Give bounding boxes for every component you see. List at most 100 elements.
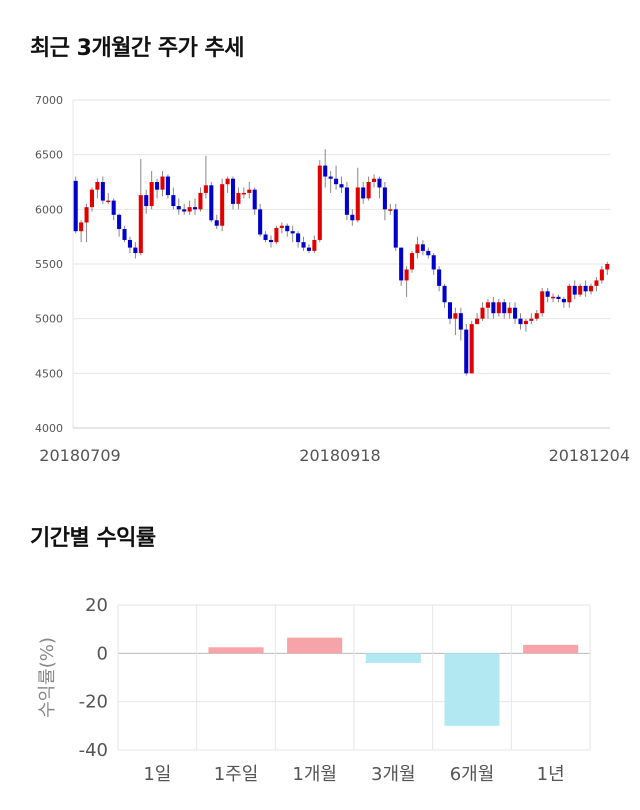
candle-body	[469, 324, 474, 374]
candle-body	[366, 182, 371, 199]
candle-body	[328, 176, 333, 179]
candle-body	[355, 187, 360, 221]
x-tick-label: 1주일	[214, 764, 259, 785]
candle-body	[480, 307, 485, 319]
stock-trend-title: 최근 3개월간 주가 추세	[30, 36, 244, 61]
candle-body	[247, 189, 252, 193]
candle-body	[182, 209, 187, 212]
candle-body	[556, 296, 561, 299]
candle-body	[507, 307, 512, 314]
x-tick-label: 3개월	[371, 764, 416, 785]
candle-body	[193, 207, 198, 210]
candle-body	[138, 195, 143, 254]
candle-body	[127, 239, 132, 248]
return-bar	[523, 644, 579, 654]
candle-body	[361, 187, 366, 199]
candle-body	[599, 269, 604, 281]
x-tick-label: 1년	[537, 764, 565, 785]
y-axis-label: 수익률(%)	[37, 637, 58, 718]
candle-body	[312, 239, 317, 251]
candle-body	[84, 207, 89, 223]
return-bar	[444, 653, 500, 726]
candle-body	[588, 285, 594, 292]
candle-body	[372, 178, 377, 182]
candle-body	[122, 229, 127, 240]
candle-body	[464, 329, 469, 374]
candle-body	[89, 189, 95, 208]
candle-body	[117, 214, 122, 230]
candle-body	[236, 192, 241, 204]
returns-bar-chart: -40 -20 0 20 수익률(%) 1일 1주일 1개월 3개월 6개월 1년	[37, 595, 591, 785]
candle-body	[578, 285, 583, 295]
candle-body	[540, 291, 545, 314]
candle-body	[545, 291, 550, 297]
candle-body	[258, 209, 263, 235]
period-returns-title: 기간별 수익률	[30, 526, 156, 551]
candle-body	[230, 178, 236, 204]
x-tick-label: 6개월	[450, 764, 495, 785]
candle-body	[475, 318, 480, 325]
candle-body	[241, 192, 246, 195]
candle-body	[513, 307, 518, 319]
candle-body	[160, 176, 165, 190]
candle-body	[388, 209, 393, 211]
x-tick-label: 1개월	[292, 764, 337, 785]
candle-body	[111, 200, 116, 215]
candle-body	[268, 239, 274, 243]
candle-body	[453, 313, 458, 319]
y-tick-label: 5500	[35, 258, 63, 271]
candle-body	[431, 255, 436, 270]
candle-body	[399, 247, 404, 281]
candle-body	[165, 176, 170, 196]
candlestick-chart: 4000 4500 5000 5500 6000 6500 7000 20180709 2018…	[35, 94, 630, 465]
y-tick-label: 0	[97, 643, 108, 664]
y-tick-label: 7000	[35, 94, 63, 107]
candle-body	[458, 313, 463, 330]
y-tick-label: -40	[79, 740, 108, 761]
y-tick-label: 6500	[35, 149, 63, 162]
candle-body	[220, 184, 225, 226]
candle-body	[133, 247, 138, 254]
candle-body	[176, 206, 181, 210]
candle-body	[73, 180, 78, 232]
candle-body	[393, 209, 398, 248]
candle-body	[485, 302, 490, 308]
candle-body	[79, 222, 84, 232]
candle-body	[155, 182, 160, 190]
y-tick-label: 4000	[35, 422, 63, 435]
candle-body	[404, 269, 409, 281]
candle-body	[518, 318, 523, 325]
candle-body	[296, 233, 301, 243]
candle-body	[344, 187, 349, 215]
candle-body	[415, 244, 420, 254]
candle-body	[350, 214, 355, 221]
return-bar	[208, 647, 264, 654]
candle-body	[323, 165, 328, 177]
candle-body	[594, 280, 599, 286]
candle-body	[144, 195, 149, 207]
y-tick-label: 20	[85, 595, 108, 616]
candle-body	[442, 285, 447, 303]
candle-body	[252, 189, 257, 210]
x-tick-label: 20181204	[549, 446, 630, 465]
y-tick-label: 4500	[35, 367, 63, 380]
candle-body	[377, 178, 382, 188]
candle-body	[583, 285, 588, 292]
candle-body	[534, 313, 539, 319]
candle-body	[225, 178, 230, 185]
candle-body	[551, 296, 556, 299]
candle-body	[263, 234, 268, 240]
candle-body	[334, 178, 339, 185]
y-tick-label: 5000	[35, 313, 63, 326]
candle-body	[149, 182, 154, 207]
candle-body	[447, 302, 453, 319]
x-tick-label: 20180918	[299, 446, 380, 465]
candle-body	[317, 165, 322, 240]
candle-body	[290, 231, 295, 234]
y-tick-label: -20	[79, 692, 108, 713]
candle-body	[339, 184, 344, 188]
candle-body	[187, 207, 192, 212]
candle-body	[572, 285, 577, 295]
candle-body	[529, 318, 534, 321]
candle-body	[171, 195, 176, 207]
